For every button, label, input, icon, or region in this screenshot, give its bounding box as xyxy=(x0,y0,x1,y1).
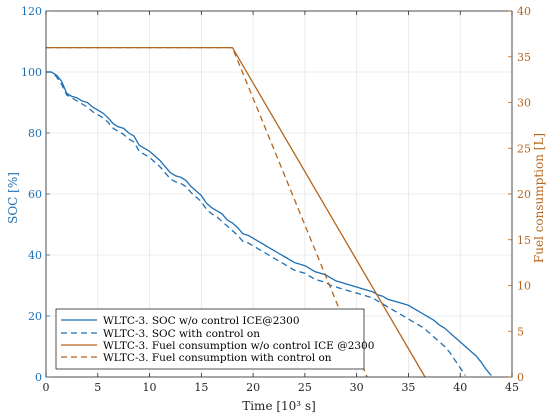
series-line-1 xyxy=(46,71,492,376)
x-axis-title: Time [10³ s] xyxy=(242,399,316,413)
y-right-tick-label: 20 xyxy=(517,188,531,201)
legend-label: WLTC-3. Fuel consumption w/o control ICE… xyxy=(103,340,374,352)
x-tick-label: 0 xyxy=(43,381,50,394)
x-tick-label: 30 xyxy=(350,381,364,394)
y-axis-left: 0 20 40 60 80 100 120 xyxy=(21,5,50,384)
series-line-4 xyxy=(46,46,368,378)
legend-item-fuel-no-control: WLTC-3. Fuel consumption w/o control ICE… xyxy=(61,340,374,352)
y-left-tick-label: 0 xyxy=(35,371,42,384)
x-tick-label: 40 xyxy=(453,381,467,394)
x-tick-label: 10 xyxy=(143,381,157,394)
x-tick-label: 45 xyxy=(505,381,519,394)
y-right-tick-label: 10 xyxy=(517,280,531,293)
legend: WLTC-3. SOC w/o control ICE@2300 WLTC-3.… xyxy=(55,308,374,370)
legend-label: WLTC-3. SOC w/o control ICE@2300 xyxy=(103,315,300,327)
y-left-tick-label: 20 xyxy=(28,310,42,323)
series-line-2 xyxy=(46,71,466,376)
y-right-tick-label: 15 xyxy=(517,234,531,247)
x-tick-label: 35 xyxy=(401,381,415,394)
y-left-tick-label: 40 xyxy=(28,249,42,262)
y-right-tick-label: 25 xyxy=(517,142,531,155)
y-axis-right: 0 5 10 15 20 25 30 35 40 xyxy=(508,5,531,384)
legend-item-fuel-control: WLTC-3. Fuel consumption with control on xyxy=(61,352,332,364)
y-right-tick-label: 5 xyxy=(517,325,524,338)
y-left-tick-label: 80 xyxy=(28,127,42,140)
x-tick-label: 20 xyxy=(246,381,260,394)
y-right-tick-label: 40 xyxy=(517,5,531,18)
series-layer xyxy=(46,46,492,378)
y-right-tick-label: 0 xyxy=(517,371,524,384)
y-left-tick-label: 60 xyxy=(28,188,42,201)
legend-item-soc-control: WLTC-3. SOC with control on xyxy=(61,328,260,340)
x-tick-label: 25 xyxy=(298,381,312,394)
y-left-tick-label: 100 xyxy=(21,66,42,79)
y-axis-left-title: SOC [%] xyxy=(6,172,20,224)
x-tick-label: 15 xyxy=(194,381,208,394)
x-axis: 0 5 10 15 20 25 30 35 40 45 xyxy=(43,11,519,394)
y-left-tick-label: 120 xyxy=(21,5,42,18)
x-tick-label: 5 xyxy=(94,381,101,394)
y-axis-right-title: Fuel consumption [L] xyxy=(532,133,546,263)
legend-label: WLTC-3. SOC with control on xyxy=(103,328,260,340)
y-right-tick-label: 30 xyxy=(517,97,531,110)
y-right-tick-label: 35 xyxy=(517,51,531,64)
legend-box xyxy=(55,308,365,370)
legend-label: WLTC-3. Fuel consumption with control on xyxy=(103,352,332,364)
legend-item-soc-no-control: WLTC-3. SOC w/o control ICE@2300 xyxy=(61,315,300,327)
